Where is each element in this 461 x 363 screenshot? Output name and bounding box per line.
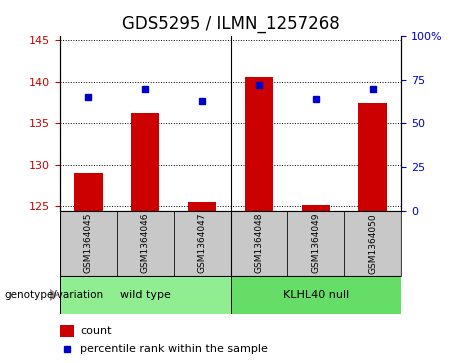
FancyBboxPatch shape [230,211,287,276]
Text: GDS5295 / ILMN_1257268: GDS5295 / ILMN_1257268 [122,15,339,33]
Text: GSM1364047: GSM1364047 [198,213,207,273]
FancyBboxPatch shape [344,211,401,276]
FancyBboxPatch shape [287,211,344,276]
FancyBboxPatch shape [117,211,174,276]
Bar [301,205,330,211]
Bar [74,173,102,211]
Bar [188,202,216,211]
Text: KLHL40 null: KLHL40 null [283,290,349,300]
Bar [131,114,160,211]
Bar [358,103,387,211]
Text: GSM1364045: GSM1364045 [84,213,93,273]
Text: percentile rank within the sample: percentile rank within the sample [80,344,268,354]
Bar [60,325,74,338]
Bar [245,77,273,211]
FancyBboxPatch shape [230,276,401,314]
Text: genotype/variation: genotype/variation [5,290,104,300]
Text: GSM1364050: GSM1364050 [368,213,377,274]
FancyBboxPatch shape [60,211,117,276]
Text: GSM1364049: GSM1364049 [311,213,320,273]
FancyBboxPatch shape [60,276,230,314]
Text: wild type: wild type [120,290,171,300]
Text: GSM1364048: GSM1364048 [254,213,263,273]
Text: count: count [80,326,112,337]
Text: GSM1364046: GSM1364046 [141,213,150,273]
FancyBboxPatch shape [174,211,230,276]
Polygon shape [50,289,58,301]
